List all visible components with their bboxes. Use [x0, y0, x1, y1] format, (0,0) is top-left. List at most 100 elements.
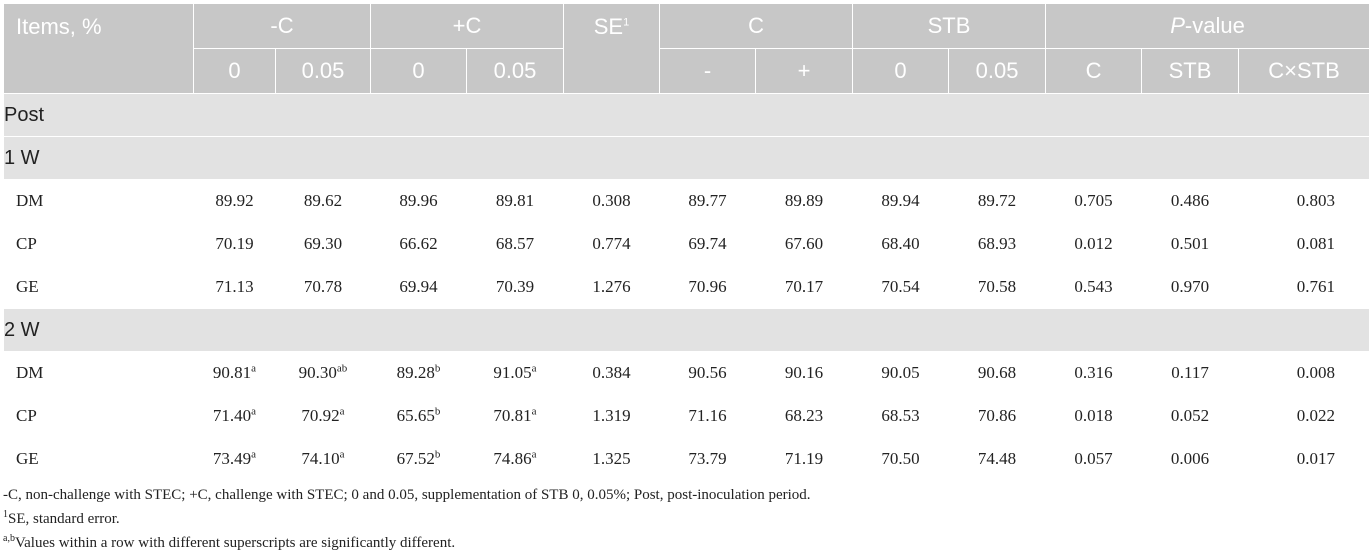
- cell-superscript: b: [434, 448, 441, 461]
- cell-value: 68.57: [495, 234, 535, 253]
- table-cell: 70.17: [754, 265, 854, 309]
- row-label: DM: [3, 351, 194, 395]
- table-cell: 89.94: [852, 179, 950, 223]
- cell-value: 74.48: [977, 449, 1017, 468]
- cell-value: 91.05: [493, 363, 532, 382]
- footnote-abbreviations: -C, non-challenge with STEC; +C, challen…: [3, 487, 811, 503]
- table-cell: 0.117: [1141, 351, 1240, 395]
- cell-value: 0.057: [1074, 449, 1113, 468]
- cell-value: 68.40: [881, 234, 920, 253]
- table-cell: 89.72: [948, 179, 1047, 223]
- cell-value: 0.308: [592, 191, 631, 210]
- table-cell: 70.39: [466, 265, 564, 309]
- cell-value: 70.78: [303, 277, 343, 296]
- header-row-1: Items, % -C +C SE1 C STB P-value: [3, 3, 1371, 94]
- cell-value: 89.96: [399, 191, 438, 210]
- table-cell: 0.052: [1141, 394, 1240, 438]
- cell-value: 70.19: [215, 234, 254, 253]
- cell-value: 71.40: [212, 406, 252, 425]
- cell-value: 0.117: [1171, 363, 1209, 382]
- cell-value: 0.384: [592, 363, 631, 382]
- table-cell: 0.081: [1238, 222, 1371, 266]
- subheader-cell: -: [659, 48, 756, 94]
- table-cell: 90.30ab: [275, 351, 371, 395]
- table-cell: 1.319: [563, 394, 660, 438]
- table-cell: 65.65b: [370, 394, 467, 438]
- section-row: Post: [2, 93, 1371, 137]
- table-cell: 0.970: [1141, 265, 1240, 309]
- cell-value: 0.486: [1170, 191, 1210, 210]
- footnote-superscripts: a,bValues within a row with different su…: [3, 533, 456, 552]
- subheader-cell: STB: [1141, 48, 1240, 94]
- section-row: 1 W: [2, 136, 1371, 180]
- cell-value: 90.05: [881, 363, 920, 382]
- cell-superscript: a: [251, 362, 257, 375]
- table-cell: 74.86a: [466, 437, 564, 481]
- cell-value: 90.56: [688, 363, 727, 382]
- table-cell: 0.486: [1141, 179, 1240, 223]
- cell-value: 0.705: [1074, 191, 1113, 210]
- table-cell: 0.057: [1045, 437, 1143, 481]
- row-label: DM: [3, 179, 194, 223]
- cell-value: 0.052: [1170, 406, 1210, 425]
- header-items: Items, %: [3, 3, 194, 94]
- header-row-2: 0 0.05 0 0.05- +0 0.05 C STB C×STB: [4, 48, 1371, 94]
- table-cell: 0.012: [1045, 222, 1143, 266]
- cell-value: 90.16: [784, 363, 824, 382]
- header-stb: STB: [852, 3, 1047, 49]
- table-cell: 0.008: [1238, 351, 1371, 395]
- table-cell: 68.57: [466, 222, 564, 266]
- table-cell: 68.40: [852, 222, 950, 266]
- table-cell: 0.308: [563, 179, 660, 223]
- table-cell: 70.86: [948, 394, 1047, 438]
- subheader-cell: +: [754, 48, 854, 94]
- table-row: CP 70.19 69.30 66.62 68.57 0.774 69.74 67.60 68.…: [3, 222, 1371, 266]
- table-cell: 0.017: [1238, 437, 1371, 481]
- cell-superscript: b: [434, 405, 441, 418]
- table-row: DM 89.92 89.62 89.96 89.81 0.308 89.77 89.89 89.…: [3, 179, 1371, 223]
- table-cell: 66.62: [370, 222, 467, 266]
- table-row: GE 71.13 70.78 69.94 70.39 1.276 70.96 70.17 70.…: [3, 265, 1371, 309]
- cell-value: 69.74: [688, 234, 727, 253]
- subheader-cell: 0: [193, 48, 276, 94]
- table-cell: 0.022: [1238, 394, 1371, 438]
- cell-value: 0.970: [1170, 277, 1210, 296]
- table-cell: 0.761: [1238, 265, 1371, 309]
- header-minus-c: -C: [193, 3, 371, 49]
- header-c: C: [658, 3, 854, 49]
- cell-superscript: a: [531, 362, 537, 375]
- cell-value: 74.10: [301, 449, 340, 468]
- cell-superscript: a: [339, 448, 345, 461]
- table-cell: 1.325: [563, 437, 660, 481]
- table-cell: 70.54: [852, 265, 950, 309]
- row-label: GE: [3, 265, 194, 309]
- table-cell: 0.501: [1141, 222, 1240, 266]
- table-cell: 70.58: [948, 265, 1047, 309]
- cell-value: 68.23: [784, 406, 824, 425]
- footnote-se: 1SE, standard error.: [3, 509, 120, 528]
- table-cell: 68.53: [852, 394, 950, 438]
- subheader-cell: 0.05: [948, 48, 1047, 94]
- table-cell: 70.81a: [466, 394, 564, 438]
- cell-value: 68.53: [881, 406, 920, 425]
- table-cell: 89.77: [659, 179, 756, 223]
- cell-value: 1.319: [592, 406, 631, 425]
- cell-value: 1.325: [592, 449, 631, 468]
- cell-value: 89.94: [881, 191, 920, 210]
- table-cell: 71.16: [659, 394, 756, 438]
- table-cell: 0.803: [1238, 179, 1371, 223]
- cell-value: 0.018: [1074, 406, 1113, 425]
- cell-value: 70.58: [977, 277, 1017, 296]
- cell-value: 89.28: [396, 363, 435, 382]
- cell-value: 89.89: [784, 191, 824, 210]
- cell-value: 0.008: [1296, 363, 1336, 382]
- cell-value: 0.774: [592, 234, 631, 253]
- subheader-cell: 0.05: [275, 48, 371, 94]
- cell-value: 0.022: [1296, 406, 1336, 425]
- cell-value: 90.30: [298, 363, 337, 382]
- table-cell: 0.705: [1045, 179, 1143, 223]
- cell-superscript: ab: [336, 362, 348, 375]
- cell-superscript: b: [434, 362, 441, 375]
- table-cell: 71.13: [193, 265, 276, 309]
- table-cell: 90.56: [659, 351, 756, 395]
